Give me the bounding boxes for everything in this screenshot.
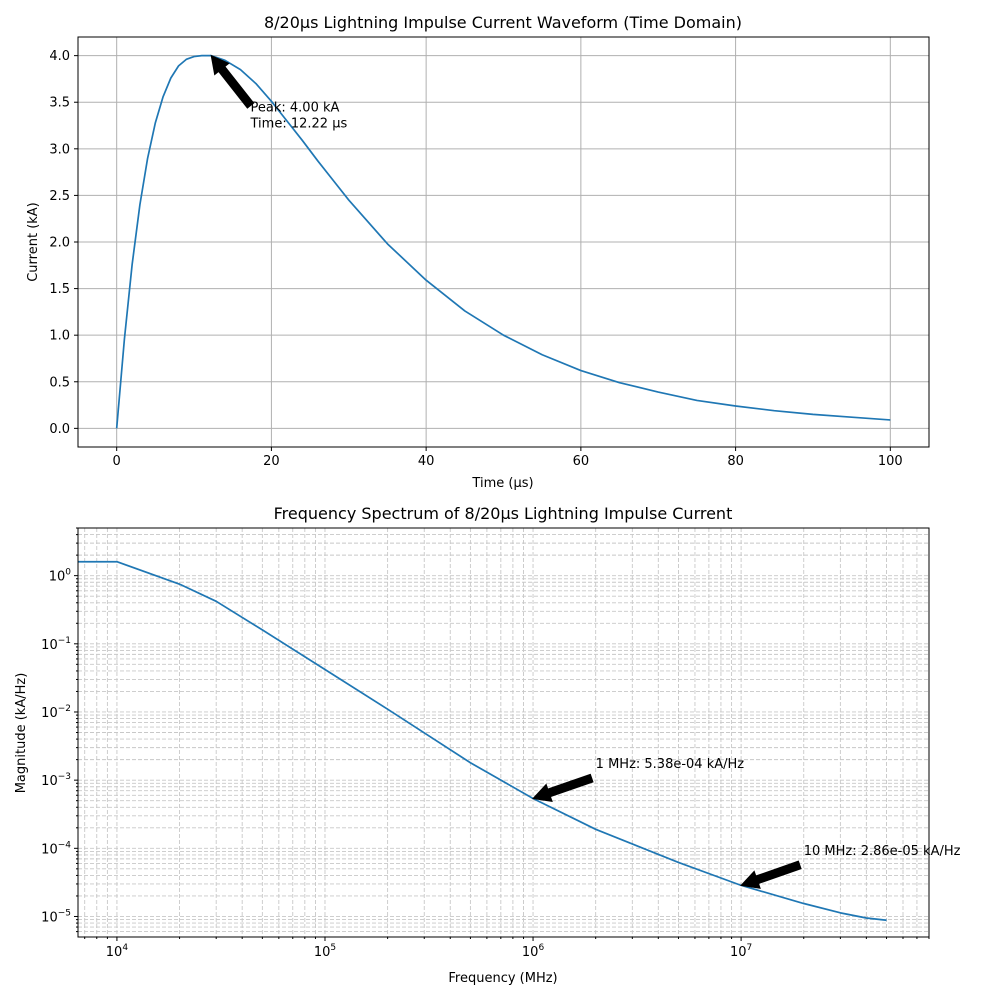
top-x-tick-label: 100 bbox=[878, 454, 903, 469]
bottom-y-tick-label: 10−3 bbox=[41, 772, 71, 789]
bottom-chart-title: Frequency Spectrum of 8/20µs Lightning I… bbox=[274, 504, 733, 523]
top-y-tick-label: 0.5 bbox=[49, 375, 70, 390]
top-y-tick-label: 0.0 bbox=[49, 422, 70, 437]
top-x-tick-label: 80 bbox=[727, 454, 744, 469]
bottom-chart-ticks: 104 105 106 107 10−5 10−4 10−3 10−2 10−1 100 bbox=[41, 527, 930, 960]
bottom-chart-ylabel: Magnitude (kA/Hz) bbox=[14, 673, 29, 794]
top-chart-plot bbox=[115, 54, 891, 429]
bottom-chart-grid bbox=[78, 527, 930, 937]
top-annotation-arrow bbox=[210, 54, 255, 109]
bottom-y-tick-label: 10−4 bbox=[41, 840, 71, 857]
bottom-y-tick-label: 100 bbox=[49, 568, 72, 585]
bottom-x-tick-label: 104 bbox=[106, 943, 129, 960]
bottom-annotation-label: 10 MHz: 2.86e-05 kA/Hz bbox=[804, 844, 961, 859]
bottom-annotation-label: 1 MHz: 5.38e-04 kA/Hz bbox=[596, 757, 745, 772]
bottom-x-tick-label: 105 bbox=[314, 943, 336, 960]
bottom-annotation-arrow bbox=[532, 773, 594, 803]
top-x-tick-label: 60 bbox=[573, 454, 590, 469]
top-y-tick-label: 1.0 bbox=[49, 329, 70, 344]
top-chart-title: 8/20µs Lightning Impulse Current Wavefor… bbox=[264, 13, 742, 32]
top-x-tick-label: 0 bbox=[113, 454, 121, 469]
top-y-tick-label: 2.0 bbox=[49, 236, 70, 251]
bottom-annotation-arrow bbox=[740, 860, 802, 889]
top-chart-ticks: 0 20 40 60 80 100 0.0 0.5 1.0 1.5 2.0 2.5 3.0 3.5 4.0 bbox=[49, 49, 902, 469]
bottom-chart-annotations: 1 MHz: 5.38e-04 kA/Hz 10 MHz: 2.86e-05 kA… bbox=[532, 757, 961, 889]
top-chart-xlabel: Time (µs) bbox=[471, 476, 533, 491]
bottom-chart-xlabel: Frequency (MHz) bbox=[448, 971, 557, 986]
bottom-y-tick-label: 10−1 bbox=[41, 636, 71, 653]
bottom-series-line bbox=[78, 560, 887, 922]
top-annotation-label: Peak: 4.00 kA Time: 12.22 µs bbox=[250, 101, 348, 132]
bottom-y-tick-label: 10−2 bbox=[41, 704, 71, 721]
top-y-tick-label: 1.5 bbox=[49, 282, 70, 297]
top-chart-annotations: Peak: 4.00 kA Time: 12.22 µs bbox=[210, 54, 348, 132]
bottom-x-tick-label: 106 bbox=[522, 943, 545, 960]
top-y-tick-label: 3.0 bbox=[49, 142, 70, 157]
bottom-chart-plot bbox=[78, 560, 887, 922]
top-x-tick-label: 20 bbox=[263, 454, 280, 469]
top-chart-grid bbox=[78, 37, 929, 447]
bottom-x-tick-label: 107 bbox=[730, 943, 752, 960]
top-x-tick-label: 40 bbox=[418, 454, 435, 469]
top-chart-ylabel: Current (kA) bbox=[26, 202, 41, 282]
top-y-tick-label: 2.5 bbox=[49, 189, 70, 204]
bottom-y-tick-label: 10−5 bbox=[41, 908, 71, 925]
top-y-tick-label: 4.0 bbox=[49, 49, 70, 64]
top-y-tick-label: 3.5 bbox=[49, 96, 70, 111]
top-series-line bbox=[115, 54, 891, 429]
